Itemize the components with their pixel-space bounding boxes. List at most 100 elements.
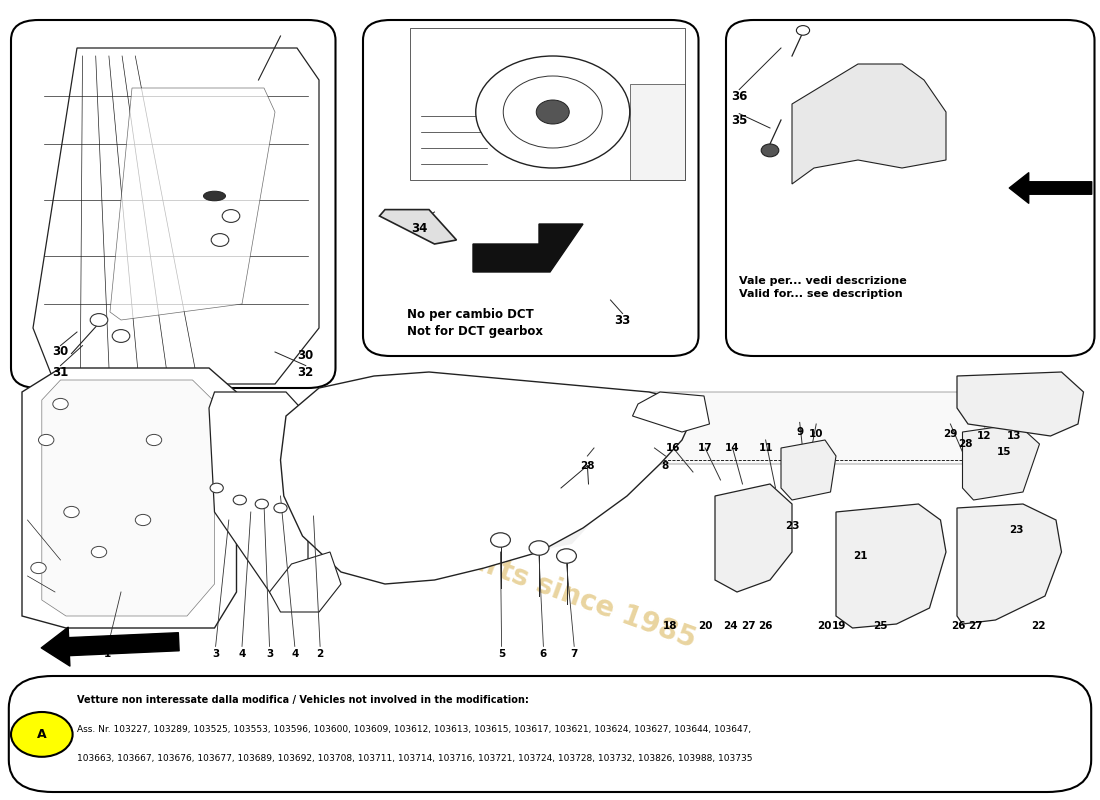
Text: 14: 14 [725,443,740,453]
Text: 30: 30 [53,346,68,358]
Circle shape [529,541,549,555]
Text: 15: 15 [997,447,1012,457]
Circle shape [491,533,510,547]
Circle shape [476,56,630,168]
Text: 9: 9 [796,427,803,437]
FancyBboxPatch shape [11,20,336,388]
Text: 6: 6 [540,650,547,659]
Polygon shape [270,552,341,612]
FancyArrowPatch shape [42,627,179,666]
Text: 26: 26 [758,621,773,630]
Circle shape [761,144,779,157]
Text: 19: 19 [832,621,847,630]
Text: 22: 22 [1031,621,1046,630]
Circle shape [222,210,240,222]
Circle shape [255,499,268,509]
Text: 36: 36 [732,90,747,102]
Circle shape [146,434,162,446]
Polygon shape [42,380,214,616]
Polygon shape [792,64,946,184]
Text: A: A [37,728,46,741]
Text: 8: 8 [662,461,669,470]
Polygon shape [957,504,1062,624]
Circle shape [233,495,246,505]
Polygon shape [33,48,319,384]
FancyBboxPatch shape [363,20,698,356]
Polygon shape [88,80,297,360]
Text: 17: 17 [697,443,713,453]
Ellipse shape [204,191,226,201]
Text: Vale per... vedi descrizione
Valid for... see description: Vale per... vedi descrizione Valid for..… [739,276,906,299]
Text: 13: 13 [1006,431,1022,441]
FancyArrowPatch shape [1010,173,1091,203]
Text: 103663, 103667, 103676, 103677, 103689, 103692, 103708, 103711, 103714, 103716, : 103663, 103667, 103676, 103677, 103689, … [77,754,752,763]
Text: 7: 7 [571,650,578,659]
Text: 23: 23 [1009,525,1024,534]
FancyBboxPatch shape [9,676,1091,792]
Text: 23: 23 [784,522,800,531]
Text: 32: 32 [298,366,314,378]
Text: 1: 1 [104,650,111,659]
Circle shape [11,712,73,757]
Circle shape [537,100,570,124]
Text: No per cambio DCT
Not for DCT gearbox: No per cambio DCT Not for DCT gearbox [407,308,543,338]
Text: 27: 27 [740,621,756,630]
Text: 12: 12 [977,431,992,441]
Circle shape [90,314,108,326]
Polygon shape [209,392,308,600]
Polygon shape [632,392,710,432]
Polygon shape [962,424,1040,500]
Text: 4: 4 [292,650,298,659]
Circle shape [53,398,68,410]
Text: 2: 2 [317,650,323,659]
Text: 33: 33 [615,314,630,326]
Text: Ass. Nr. 103227, 103289, 103525, 103553, 103596, 103600, 103609, 103612, 103613,: Ass. Nr. 103227, 103289, 103525, 103553,… [77,725,751,734]
Text: 31: 31 [53,366,68,378]
Polygon shape [379,210,456,244]
Circle shape [796,26,810,35]
Text: Vetture non interessate dalla modifica / Vehicles not involved in the modificati: Vetture non interessate dalla modifica /… [77,695,529,705]
Polygon shape [629,84,684,180]
Circle shape [91,546,107,558]
Polygon shape [957,372,1084,436]
Text: 18: 18 [662,621,678,630]
Text: 20: 20 [697,621,713,630]
Text: 10: 10 [808,429,824,438]
Polygon shape [781,440,836,500]
Text: 24: 24 [723,621,738,630]
Text: 27: 27 [968,621,983,630]
Circle shape [135,514,151,526]
Text: 28: 28 [958,439,974,449]
Text: 26: 26 [950,621,966,630]
Text: 5: 5 [498,650,505,659]
Circle shape [31,562,46,574]
Circle shape [274,503,287,513]
Circle shape [112,330,130,342]
Text: a passion for parts since 1985: a passion for parts since 1985 [246,466,700,654]
Text: 29: 29 [943,429,958,438]
Text: 21: 21 [852,551,868,561]
Circle shape [557,549,576,563]
Circle shape [64,506,79,518]
FancyBboxPatch shape [726,20,1094,356]
Text: 34: 34 [411,222,427,234]
Polygon shape [280,372,693,584]
Polygon shape [836,504,946,628]
Circle shape [210,483,223,493]
Polygon shape [473,224,583,272]
Text: 20: 20 [816,621,832,630]
Circle shape [504,76,603,148]
Polygon shape [22,368,236,628]
Text: 3: 3 [212,650,219,659]
Text: 11: 11 [758,443,773,453]
Circle shape [211,234,229,246]
Text: 3: 3 [266,650,273,659]
Text: 16: 16 [666,443,681,453]
Text: 4: 4 [239,650,245,659]
Text: 25: 25 [872,621,888,630]
Circle shape [39,434,54,446]
Polygon shape [297,378,682,572]
Text: 35: 35 [732,114,747,126]
Polygon shape [429,392,990,464]
Text: 30: 30 [298,350,314,362]
